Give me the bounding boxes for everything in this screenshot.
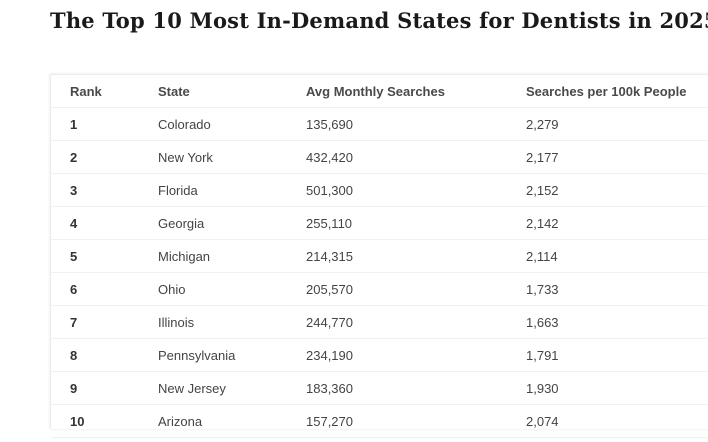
rank-cell: 4 [51, 206, 158, 240]
table-row: 9 New Jersey 183,360 1,930 [51, 371, 708, 405]
header-avg-monthly-searches: Avg Monthly Searches [306, 75, 526, 108]
rank-cell: 5 [51, 239, 158, 273]
state-cell: Michigan [158, 239, 306, 273]
table-row: 3 Florida 501,300 2,152 [51, 173, 708, 207]
per-100k-cell: 2,114 [526, 239, 708, 273]
state-cell: Florida [158, 173, 306, 207]
per-100k-cell: 2,152 [526, 173, 708, 207]
table-row: 10 Arizona 157,270 2,074 [51, 404, 708, 438]
state-cell: Illinois [158, 305, 306, 339]
per-100k-cell: 2,177 [526, 140, 708, 174]
table-row: 8 Pennsylvania 234,190 1,791 [51, 338, 708, 372]
avg-searches-cell: 244,770 [306, 305, 526, 339]
per-100k-cell: 2,142 [526, 206, 708, 240]
avg-searches-cell: 183,360 [306, 371, 526, 405]
rank-cell: 1 [51, 107, 158, 141]
state-cell: Colorado [158, 107, 306, 141]
table-row: 1 Colorado 135,690 2,279 [51, 107, 708, 141]
rank-cell: 6 [51, 272, 158, 306]
avg-searches-cell: 214,315 [306, 239, 526, 273]
per-100k-cell: 2,074 [526, 404, 708, 438]
rank-cell: 2 [51, 140, 158, 174]
avg-searches-cell: 501,300 [306, 173, 526, 207]
state-cell: Pennsylvania [158, 338, 306, 372]
table-row: 5 Michigan 214,315 2,114 [51, 239, 708, 273]
table-row: 6 Ohio 205,570 1,733 [51, 272, 708, 306]
state-cell: Ohio [158, 272, 306, 306]
rank-cell: 7 [51, 305, 158, 339]
header-searches-per-100k: Searches per 100k People [526, 75, 708, 108]
rank-cell: 8 [51, 338, 158, 372]
per-100k-cell: 1,663 [526, 305, 708, 339]
rankings-table-container: Rank State Avg Monthly Searches Searches… [50, 74, 708, 438]
table-header-row: Rank State Avg Monthly Searches Searches… [51, 75, 708, 108]
state-cell: New York [158, 140, 306, 174]
rank-cell: 9 [51, 371, 158, 405]
rank-cell: 10 [51, 404, 158, 438]
page-title: The Top 10 Most In-Demand States for Den… [50, 8, 708, 33]
state-cell: Georgia [158, 206, 306, 240]
per-100k-cell: 2,279 [526, 107, 708, 141]
table-row: 4 Georgia 255,110 2,142 [51, 206, 708, 240]
avg-searches-cell: 205,570 [306, 272, 526, 306]
table-row: 7 Illinois 244,770 1,663 [51, 305, 708, 339]
per-100k-cell: 1,791 [526, 338, 708, 372]
header-state: State [158, 75, 306, 108]
state-cell: Arizona [158, 404, 306, 438]
per-100k-cell: 1,930 [526, 371, 708, 405]
state-cell: New Jersey [158, 371, 306, 405]
rank-cell: 3 [51, 173, 158, 207]
avg-searches-cell: 157,270 [306, 404, 526, 438]
avg-searches-cell: 234,190 [306, 338, 526, 372]
table-row: 2 New York 432,420 2,177 [51, 140, 708, 174]
rankings-table: Rank State Avg Monthly Searches Searches… [51, 75, 708, 438]
per-100k-cell: 1,733 [526, 272, 708, 306]
avg-searches-cell: 135,690 [306, 107, 526, 141]
avg-searches-cell: 255,110 [306, 206, 526, 240]
header-rank: Rank [51, 75, 158, 108]
avg-searches-cell: 432,420 [306, 140, 526, 174]
